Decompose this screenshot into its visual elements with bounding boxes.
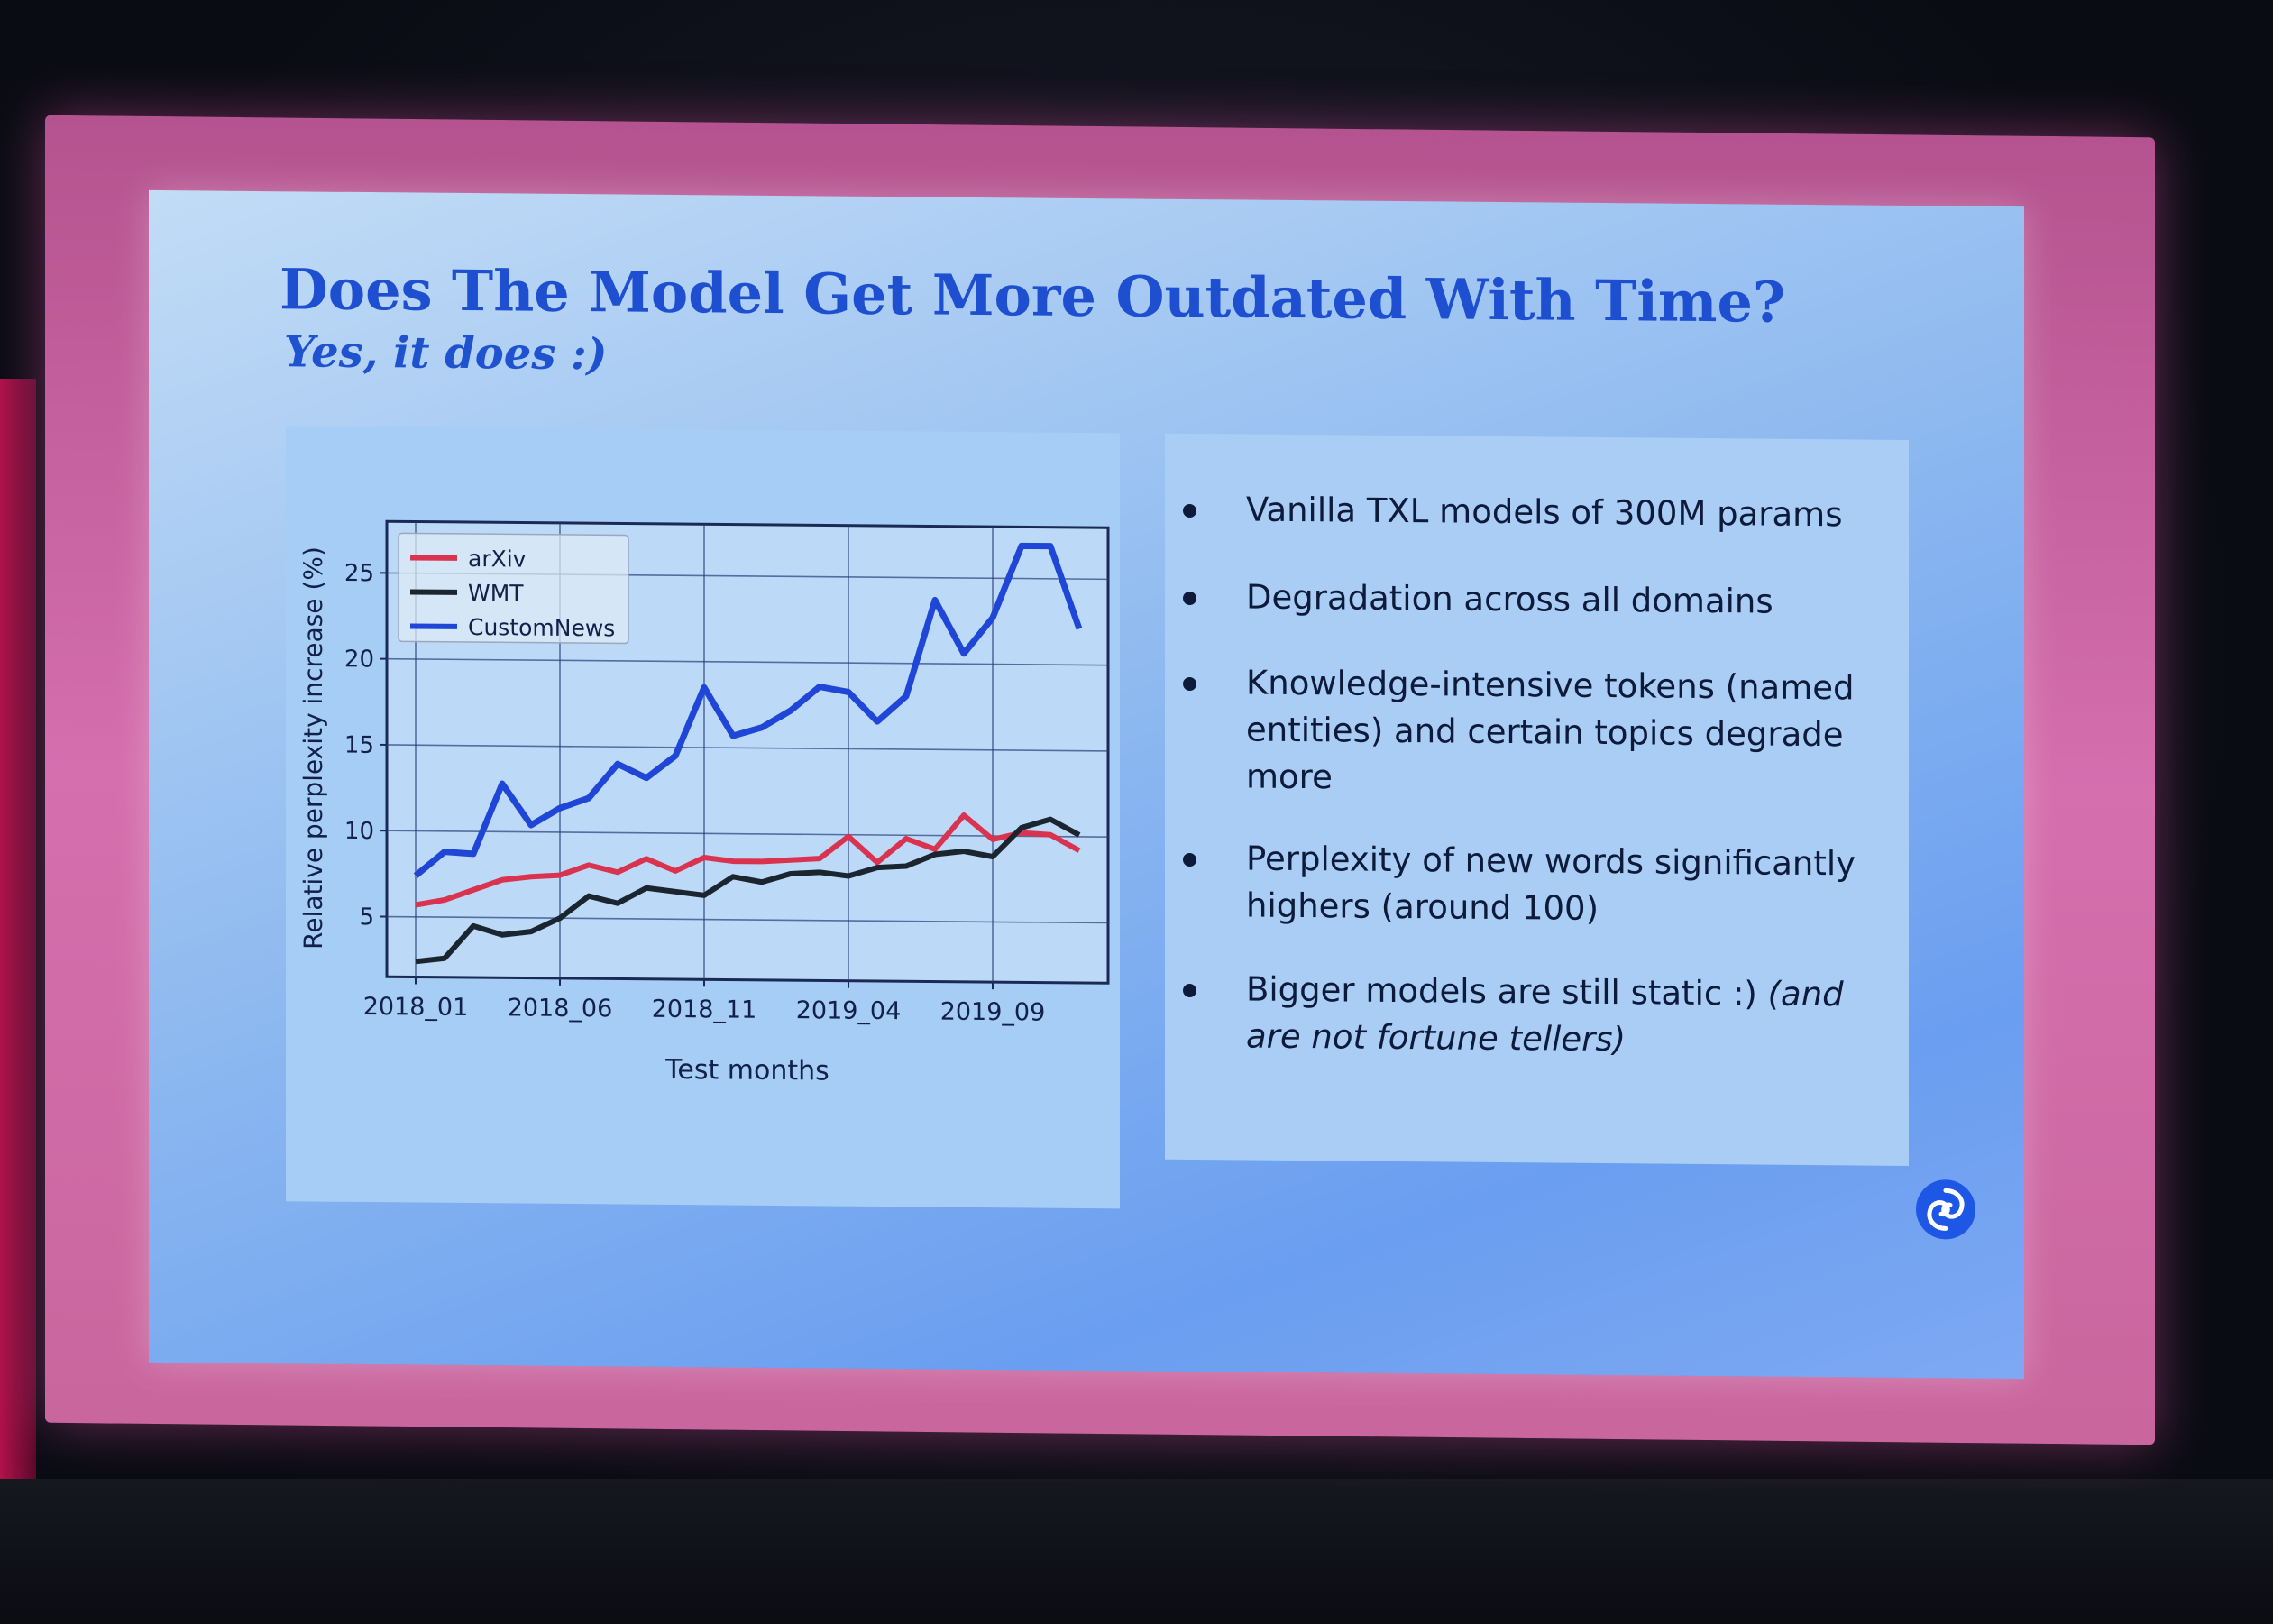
x-tick-label: 2019_04	[796, 996, 902, 1025]
bullet-item: Vanilla TXL models of 300M params	[1165, 486, 1850, 534]
bullets-panel: Vanilla TXL models of 300M params Degrad…	[1165, 433, 1909, 1166]
bullet-item: Perplexity of new words significantly hi…	[1165, 835, 1856, 928]
series-line-wmt	[415, 816, 1081, 965]
chart-legend: arXiv WMT CustomNews	[398, 532, 629, 645]
grid-line-y	[387, 915, 1108, 924]
series-line-arxiv	[415, 812, 1081, 908]
bullet-dot-icon	[1183, 676, 1196, 692]
floor-shadow	[0, 1479, 2273, 1624]
legend-label: WMT	[468, 580, 524, 607]
bullet-item: Bigger models are still static :) (and a…	[1165, 966, 1850, 1059]
magenta-wall-light	[0, 379, 36, 1624]
bullet-dot-icon	[1183, 852, 1196, 867]
bullet-item: Degradation across all domains	[1165, 573, 1850, 621]
x-tick-label: 2018_11	[652, 996, 757, 1024]
bullet-dot-icon	[1183, 591, 1196, 606]
y-tick-label: 20	[344, 646, 374, 673]
x-tick-label: 2018_06	[508, 994, 613, 1023]
legend-label: arXiv	[468, 546, 527, 573]
axis-ticks: 5 10 15 20 25 2018_01 2018_06 2018_11 2019_04 201…	[344, 560, 1045, 1027]
chart-panel: 5 10 15 20 25 2018_01 2018_06 2018_11 2019_04 201…	[286, 426, 1120, 1209]
perplexity-line-chart: 5 10 15 20 25 2018_01 2018_06 2018_11 2019_04 201…	[298, 519, 1110, 1087]
grid-line-y	[387, 657, 1108, 666]
y-tick-label: 15	[344, 732, 374, 759]
series-line-customnews	[413, 542, 1083, 878]
x-axis-label: Test months	[664, 1054, 829, 1087]
bullet-text: Degradation across all domains	[1246, 577, 1773, 621]
swirl-logo-icon	[1916, 1179, 1975, 1240]
bullet-item: Knowledge-intensive tokens (named entiti…	[1165, 659, 1855, 796]
y-tick-label: 5	[359, 904, 374, 931]
series-lines	[413, 542, 1083, 965]
y-tick-label: 25	[344, 560, 374, 587]
x-tick-label: 2018_01	[363, 993, 469, 1022]
y-axis-label: Relative perplexity increase (%)	[298, 546, 328, 950]
bullet-text: Vanilla TXL models of 300M params	[1246, 490, 1843, 535]
slide-subtitle: Yes, it does :)	[284, 326, 608, 381]
grid-line-y	[387, 744, 1108, 752]
legend-label: CustomNews	[468, 614, 615, 641]
presentation-slide: Does The Model Get More Outdated With Ti…	[149, 189, 2024, 1380]
legend-box	[398, 532, 629, 645]
bullet-dot-icon	[1183, 503, 1196, 518]
bullet-text: Bigger models are still static :) (and a…	[1246, 969, 1844, 1060]
bullet-list: Vanilla TXL models of 300M params Degrad…	[1165, 434, 1909, 1059]
bullet-text: Perplexity of new words significantly hi…	[1246, 839, 1856, 928]
slide-title: Does The Model Get More Outdated With Ti…	[280, 256, 1786, 335]
bullet-text: Knowledge-intensive tokens (named entiti…	[1246, 663, 1855, 797]
x-tick-label: 2019_09	[940, 998, 1046, 1027]
bullet-dot-icon	[1183, 983, 1196, 998]
y-tick-label: 10	[344, 818, 374, 845]
